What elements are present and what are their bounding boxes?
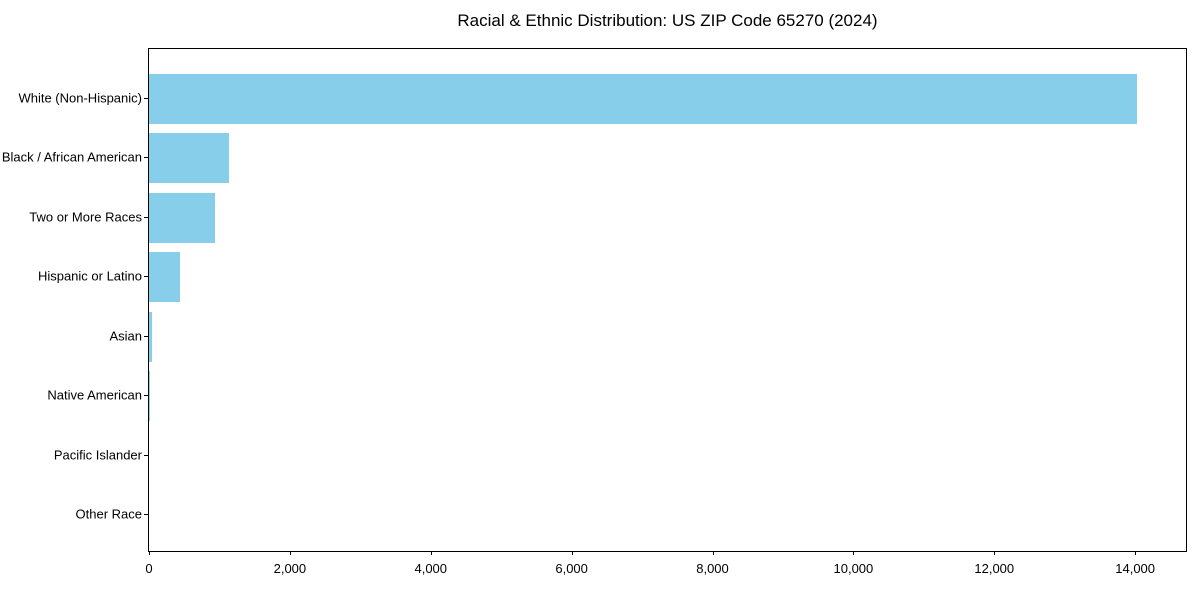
y-axis-tick bbox=[144, 335, 148, 337]
y-tick-label-other-race: Other Race bbox=[75, 506, 142, 522]
bar-native-american bbox=[149, 371, 151, 422]
x-tick-label-2-000: 2,000 bbox=[273, 561, 307, 576]
y-tick-label-asian: Asian bbox=[109, 328, 142, 344]
plot-area bbox=[148, 48, 1187, 552]
y-tick-label-white-non-hispanic: White (Non-Hispanic) bbox=[18, 90, 142, 106]
x-axis-tick bbox=[994, 551, 996, 555]
x-axis-tick bbox=[712, 551, 714, 555]
y-axis-tick bbox=[144, 454, 148, 456]
y-axis-tick bbox=[144, 395, 148, 397]
bar-asian bbox=[149, 311, 152, 362]
bar-two-or-more-races bbox=[149, 192, 215, 243]
x-axis-tick bbox=[1135, 551, 1137, 555]
x-axis-tick bbox=[571, 551, 573, 555]
bar-black-african-american bbox=[149, 133, 230, 184]
x-tick-label-4-000: 4,000 bbox=[414, 561, 448, 576]
y-axis-tick bbox=[144, 276, 148, 278]
y-axis-tick bbox=[144, 514, 148, 515]
y-tick-label-black-african-american: Black / African American bbox=[1, 149, 142, 165]
y-tick-label-two-or-more-races: Two or More Races bbox=[29, 209, 142, 225]
y-axis-tick bbox=[144, 98, 148, 99]
chart-title: Racial & Ethnic Distribution: US ZIP Cod… bbox=[457, 11, 878, 30]
x-tick-label-0: 0 bbox=[145, 561, 153, 576]
x-axis-tick bbox=[149, 551, 150, 555]
y-tick-label-pacific-islander: Pacific Islander bbox=[53, 447, 142, 463]
x-tick-label-8-000: 8,000 bbox=[696, 561, 729, 576]
x-axis-tick bbox=[289, 551, 291, 555]
y-axis-tick bbox=[144, 157, 148, 159]
y-tick-label-hispanic-or-latino: Hispanic or Latino bbox=[37, 268, 142, 284]
x-axis-tick bbox=[853, 551, 855, 555]
x-tick-label-10-000: 10,000 bbox=[833, 561, 874, 576]
bar-white-non-hispanic bbox=[149, 74, 1137, 124]
x-tick-label-6-000: 6,000 bbox=[555, 561, 588, 576]
x-tick-label-12-000: 12,000 bbox=[974, 561, 1015, 576]
x-tick-label-14-000: 14,000 bbox=[1115, 561, 1156, 576]
y-axis-tick bbox=[144, 216, 148, 218]
y-tick-label-native-american: Native American bbox=[47, 387, 142, 403]
x-axis-tick bbox=[430, 551, 432, 555]
bar-hispanic-or-latino bbox=[149, 252, 180, 303]
